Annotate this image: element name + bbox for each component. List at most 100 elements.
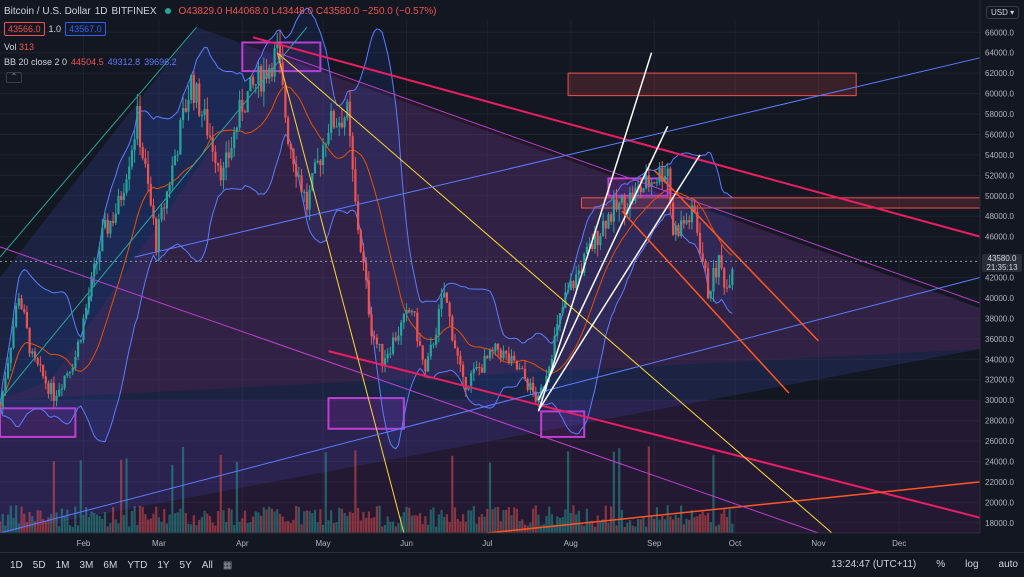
volume-bar: [475, 523, 478, 533]
candle-body: [138, 106, 142, 148]
pink-support-line: [328, 350, 981, 519]
candle-body: [685, 220, 688, 224]
auto-toggle[interactable]: auto: [998, 559, 1018, 570]
volume-bar: [405, 506, 408, 533]
candle-body: [389, 353, 392, 355]
volume-bar: [41, 519, 45, 533]
candle-body: [157, 219, 160, 252]
candle-body: [76, 341, 80, 358]
candle-body: [564, 292, 567, 308]
range-3m[interactable]: 3M: [79, 559, 94, 571]
volume-bar: [130, 510, 134, 533]
symbol-header: Bitcoin / U.S. Dollar 1D BITFINEX O43829…: [4, 3, 437, 19]
candle-body: [443, 292, 446, 298]
candle-body: [251, 76, 255, 85]
range-ytd[interactable]: YTD: [127, 559, 148, 571]
volume-bar: [160, 521, 163, 533]
volume-bar: [677, 517, 680, 533]
currency-select[interactable]: USD ▾: [986, 6, 1020, 19]
volume-bar: [203, 510, 206, 533]
volume-bar: [173, 513, 177, 533]
range-1d[interactable]: 1D: [10, 559, 23, 571]
bb-middle-line: [0, 85, 733, 408]
candle-body: [98, 251, 101, 262]
candle-body: [416, 312, 419, 342]
volume-bar: [397, 523, 400, 533]
candle-body: [311, 173, 314, 191]
volume-bar: [647, 446, 650, 533]
volume-bar: [402, 512, 405, 533]
candle-body: [184, 108, 187, 112]
volume-bar: [461, 514, 465, 533]
volume-bar: [515, 508, 519, 533]
x-tick-label: Oct: [729, 539, 742, 548]
candle-body: [394, 337, 397, 341]
volume-bar: [276, 509, 279, 533]
volume-bar: [486, 508, 489, 533]
range-1y[interactable]: 1Y: [157, 559, 170, 571]
candle-body: [25, 311, 29, 328]
candle-body: [534, 391, 537, 402]
volume-bar: [93, 513, 96, 533]
collapse-legend-icon[interactable]: ⌃: [6, 72, 22, 83]
candle-body: [79, 340, 82, 342]
candle-body: [332, 111, 335, 128]
candle-body: [262, 69, 265, 92]
range-1m[interactable]: 1M: [55, 559, 70, 571]
candle-body: [295, 164, 298, 177]
range-6m[interactable]: 6M: [103, 559, 118, 571]
volume-bar: [251, 516, 255, 533]
volume-legend[interactable]: Vol 313: [4, 42, 34, 52]
bb-legend[interactable]: BB 20 close 2 0 44504.5 49312.8 39696.2: [4, 57, 177, 67]
volume-bar: [712, 455, 715, 533]
volume-bar: [381, 526, 384, 533]
volume-bar: [47, 517, 50, 533]
volume-bar: [246, 522, 249, 533]
candle-body: [717, 255, 720, 278]
bar-countdown: 21:35:13: [986, 263, 1018, 272]
candle-body: [155, 218, 158, 252]
log-toggle[interactable]: log: [965, 559, 979, 570]
volume-bar: [168, 514, 171, 533]
symbol-name[interactable]: Bitcoin / U.S. Dollar: [4, 5, 91, 17]
candle-body: [354, 169, 357, 202]
date-range-icon[interactable]: ▦: [222, 559, 233, 571]
volume-bar: [645, 526, 648, 533]
highlight-box: [327, 397, 405, 430]
percent-toggle[interactable]: %: [936, 559, 946, 570]
volume-bar: [378, 505, 381, 533]
buy-price-button[interactable]: 43567.0: [65, 22, 106, 36]
candle-body: [324, 144, 327, 146]
volume-bar: [1, 514, 4, 533]
interval[interactable]: 1D: [94, 5, 108, 17]
candle-body: [190, 74, 193, 100]
clock[interactable]: 13:24:47 (UTC+11): [831, 559, 917, 570]
range-5y[interactable]: 5Y: [179, 559, 192, 571]
candle-body: [254, 84, 257, 86]
volume-bar: [631, 525, 634, 533]
range-all[interactable]: All: [201, 559, 213, 571]
y-tick-label: 64000.0: [985, 49, 1014, 58]
volume-bar: [6, 514, 10, 533]
volume-bar: [286, 520, 290, 533]
candle-body: [28, 327, 31, 354]
candle-body: [373, 336, 376, 338]
candle-body: [432, 344, 435, 346]
volume-bar: [289, 523, 292, 533]
candle-body: [682, 220, 685, 224]
candle-body: [591, 244, 594, 249]
candle-body: [17, 298, 20, 306]
sell-price-button[interactable]: 43566.0: [4, 22, 45, 36]
candle-body: [122, 192, 125, 200]
range-5d[interactable]: 5D: [32, 559, 46, 571]
candle-body: [486, 355, 489, 359]
candle-body: [505, 350, 508, 354]
volume-bar: [305, 510, 309, 533]
volume-bar: [117, 523, 120, 533]
candle-body: [674, 225, 677, 235]
volume-bar: [206, 513, 209, 533]
candle-body: [66, 373, 69, 376]
candle-body: [639, 186, 642, 193]
volume-bar: [445, 514, 449, 533]
